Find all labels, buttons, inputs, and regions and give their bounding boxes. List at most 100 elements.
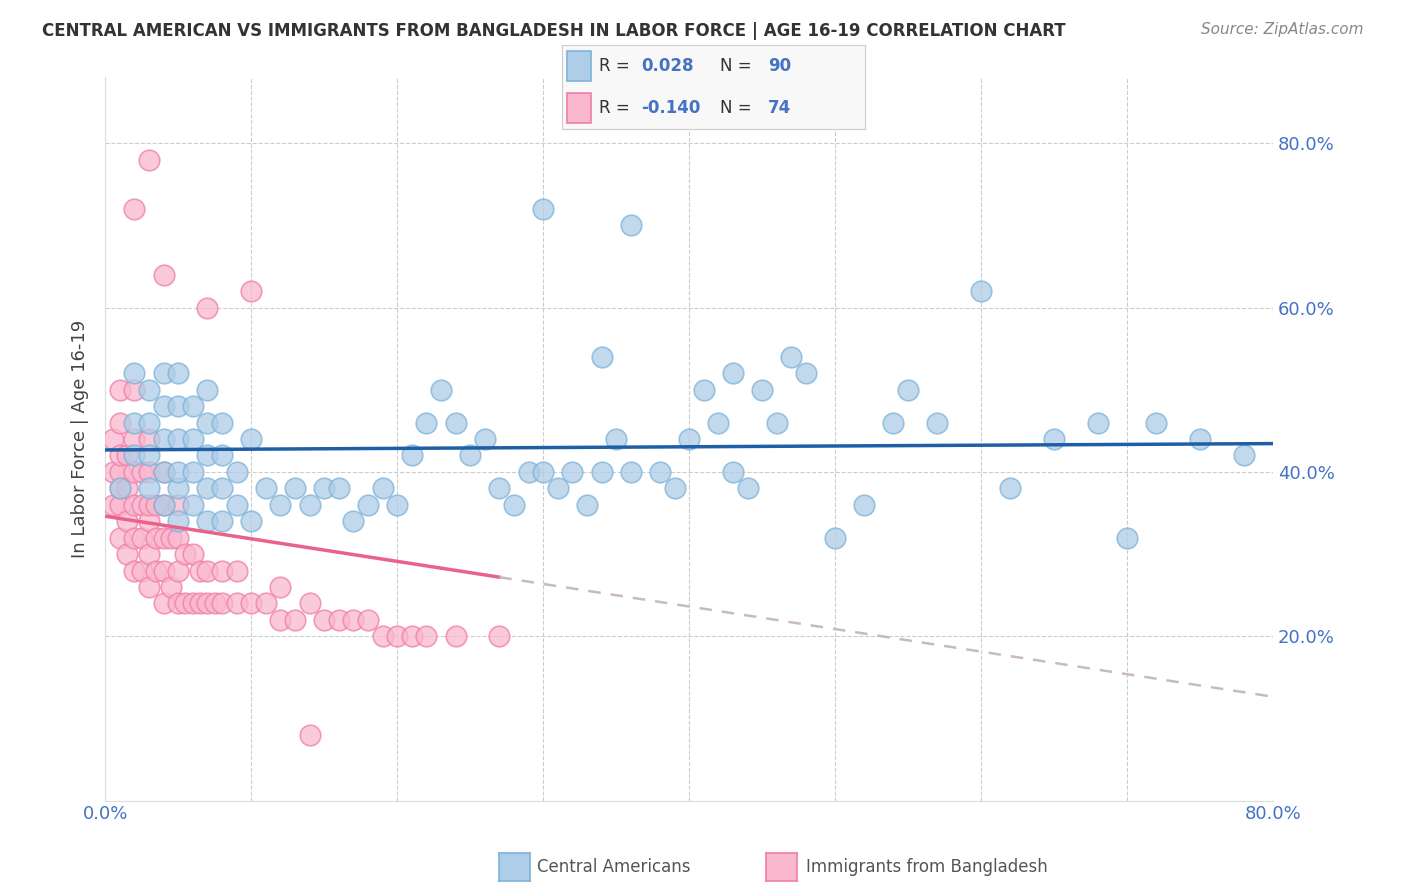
- Point: [225, 596, 247, 610]
- Point: [254, 596, 277, 610]
- Point: [101, 465, 124, 479]
- Point: [794, 366, 817, 380]
- Text: -0.140: -0.140: [641, 99, 700, 117]
- Point: [474, 432, 496, 446]
- Point: [415, 416, 437, 430]
- Point: [254, 481, 277, 495]
- Point: [197, 564, 219, 578]
- Point: [124, 432, 146, 446]
- Point: [1233, 449, 1256, 463]
- Point: [1116, 531, 1139, 545]
- Point: [101, 498, 124, 512]
- Point: [531, 202, 554, 216]
- Point: [371, 481, 394, 495]
- Text: Immigrants from Bangladesh: Immigrants from Bangladesh: [806, 858, 1047, 876]
- Point: [927, 416, 949, 430]
- Point: [188, 596, 211, 610]
- Text: CENTRAL AMERICAN VS IMMIGRANTS FROM BANGLADESH IN LABOR FORCE | AGE 16-19 CORREL: CENTRAL AMERICAN VS IMMIGRANTS FROM BANG…: [42, 22, 1066, 40]
- Point: [188, 564, 211, 578]
- Point: [138, 432, 160, 446]
- Point: [371, 629, 394, 643]
- Point: [284, 481, 307, 495]
- Point: [138, 514, 160, 528]
- Text: R =: R =: [599, 57, 634, 75]
- Point: [357, 498, 380, 512]
- Point: [181, 399, 204, 413]
- Point: [145, 564, 167, 578]
- Point: [108, 531, 131, 545]
- Point: [152, 596, 174, 610]
- Point: [138, 465, 160, 479]
- Point: [197, 416, 219, 430]
- Point: [721, 465, 744, 479]
- Point: [284, 613, 307, 627]
- Point: [1087, 416, 1109, 430]
- Point: [1043, 432, 1066, 446]
- Point: [225, 564, 247, 578]
- Point: [167, 366, 190, 380]
- Point: [124, 383, 146, 397]
- Point: [197, 514, 219, 528]
- Point: [211, 416, 233, 430]
- Point: [531, 465, 554, 479]
- Point: [488, 629, 510, 643]
- Point: [430, 383, 453, 397]
- Point: [707, 416, 730, 430]
- Point: [138, 449, 160, 463]
- Point: [152, 465, 174, 479]
- Point: [444, 629, 467, 643]
- Point: [115, 514, 138, 528]
- Point: [1000, 481, 1022, 495]
- Point: [124, 498, 146, 512]
- Text: 74: 74: [768, 99, 792, 117]
- Point: [108, 498, 131, 512]
- Text: N =: N =: [720, 99, 756, 117]
- Point: [131, 465, 153, 479]
- Point: [225, 498, 247, 512]
- Point: [115, 547, 138, 561]
- Point: [678, 432, 700, 446]
- Point: [458, 449, 481, 463]
- Point: [138, 547, 160, 561]
- Point: [152, 564, 174, 578]
- Point: [160, 580, 183, 594]
- Point: [897, 383, 920, 397]
- Point: [517, 465, 540, 479]
- Point: [269, 613, 291, 627]
- Point: [620, 465, 643, 479]
- Point: [174, 547, 197, 561]
- Point: [108, 481, 131, 495]
- Point: [1189, 432, 1212, 446]
- Point: [240, 514, 263, 528]
- Point: [197, 449, 219, 463]
- Point: [167, 564, 190, 578]
- Point: [152, 498, 174, 512]
- Point: [853, 498, 876, 512]
- Point: [970, 284, 993, 298]
- Point: [138, 580, 160, 594]
- Point: [1144, 416, 1167, 430]
- Point: [824, 531, 846, 545]
- Text: 90: 90: [768, 57, 792, 75]
- Point: [181, 547, 204, 561]
- Point: [167, 399, 190, 413]
- Point: [108, 416, 131, 430]
- Point: [298, 498, 321, 512]
- Point: [138, 153, 160, 167]
- Point: [780, 350, 803, 364]
- Point: [737, 481, 759, 495]
- Point: [575, 498, 598, 512]
- Point: [115, 449, 138, 463]
- Point: [145, 498, 167, 512]
- Point: [167, 498, 190, 512]
- Point: [138, 383, 160, 397]
- Point: [138, 481, 160, 495]
- Point: [124, 416, 146, 430]
- Point: [152, 432, 174, 446]
- Point: [167, 465, 190, 479]
- Point: [693, 383, 716, 397]
- Point: [101, 432, 124, 446]
- Point: [444, 416, 467, 430]
- Point: [211, 449, 233, 463]
- Point: [181, 465, 204, 479]
